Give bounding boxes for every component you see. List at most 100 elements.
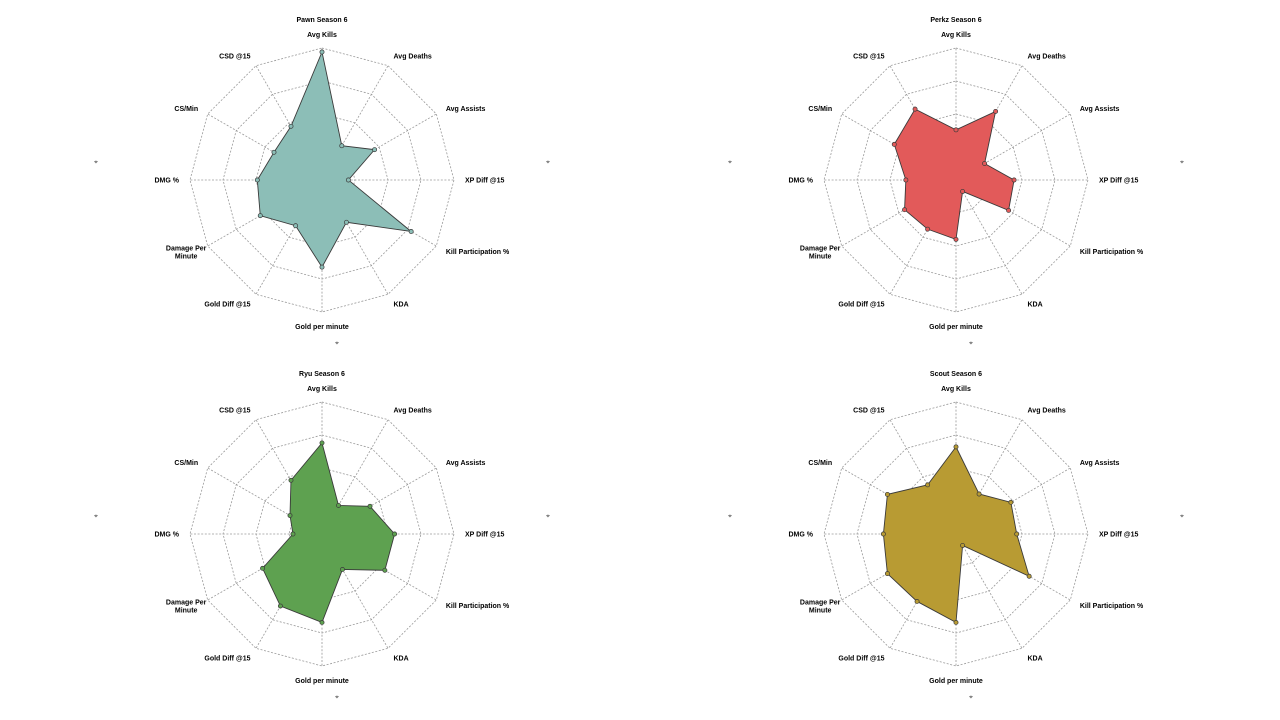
axis-label: XP Diff @15 (465, 532, 504, 539)
data-point (254, 177, 260, 183)
data-point (976, 491, 982, 497)
axis-label: KDA (394, 301, 409, 308)
pin-icon[interactable]: ⌖ (728, 513, 732, 520)
data-point (960, 188, 966, 194)
pin-icon[interactable]: ⌖ (335, 340, 339, 347)
axis-label: Avg Assists (446, 460, 486, 467)
axis-label: Gold Diff @15 (838, 655, 884, 662)
data-point (319, 264, 325, 270)
pin-icon[interactable]: ⌖ (1180, 159, 1184, 166)
data-point (953, 127, 959, 133)
axis-label: CSD @15 (853, 408, 884, 415)
pin-icon[interactable]: ⌖ (335, 694, 339, 701)
radar-chart-0: Avg Kills Avg Deaths Avg Assists XP Diff @1… (94, 17, 550, 347)
axis-label: DMG % (155, 178, 180, 185)
grid-spoke (955, 533, 1023, 649)
axis-label: Kill Participation % (1080, 249, 1144, 256)
pin-icon[interactable]: ⌖ (94, 159, 98, 166)
data-point (293, 223, 299, 229)
data-point (260, 565, 266, 571)
axis-label: Damage Per Minute (800, 246, 841, 261)
axis-label: Damage Per Minute (800, 600, 841, 615)
data-point (902, 207, 908, 213)
data-point (903, 177, 909, 183)
data-point (925, 482, 931, 488)
axis-label: KDA (1028, 301, 1043, 308)
axis-label: CS/Min (808, 460, 832, 467)
axis-label: Avg Kills (307, 32, 337, 39)
pin-icon[interactable]: ⌖ (969, 694, 973, 701)
axis-label: Avg Deaths (1028, 408, 1066, 415)
data-point (382, 567, 388, 573)
data-point (1008, 499, 1014, 505)
chart-title: Ryu Season 6 (299, 371, 345, 378)
data-point (1011, 177, 1017, 183)
data-point (914, 598, 920, 604)
data-point (372, 147, 378, 153)
axis-label: Gold Diff @15 (204, 655, 250, 662)
data-point (345, 177, 351, 183)
data-point (953, 619, 959, 625)
axis-label: Avg Kills (941, 32, 971, 39)
data-point (340, 566, 345, 572)
axis-label: KDA (1028, 655, 1043, 662)
axis-label: Gold Diff @15 (204, 301, 250, 308)
series-area (262, 441, 396, 624)
data-point (993, 108, 999, 114)
chart-title: Pawn Season 6 (297, 17, 348, 24)
axis-label: Avg Deaths (394, 408, 432, 415)
data-point (1026, 573, 1032, 579)
data-point (319, 440, 325, 446)
axis-label: CSD @15 (219, 54, 250, 61)
data-point (884, 491, 890, 497)
axis-label: Avg Deaths (1028, 54, 1066, 61)
chart-title: Scout Season 6 (930, 371, 982, 378)
data-point (336, 502, 341, 508)
axis-label: Avg Kills (307, 386, 337, 393)
axis-label: DMG % (789, 178, 814, 185)
data-point (367, 503, 373, 509)
data-point (277, 603, 283, 609)
data-point (319, 49, 325, 55)
axis-label: CS/Min (174, 460, 198, 467)
radar-chart-3: Avg Kills Avg Deaths Avg Assists XP Diff @1… (728, 371, 1184, 701)
data-point (408, 229, 414, 234)
axis-label: CSD @15 (219, 408, 250, 415)
axis-label: DMG % (789, 532, 814, 539)
pin-icon[interactable]: ⌖ (94, 513, 98, 520)
axis-label: Gold per minute (295, 678, 349, 685)
axis-label: Damage Per Minute (166, 600, 207, 615)
data-point (319, 619, 325, 625)
axis-label: CS/Min (808, 106, 832, 113)
axis-label: Kill Participation % (446, 249, 510, 256)
data-point (891, 141, 897, 147)
data-point (953, 444, 959, 450)
data-point (288, 123, 294, 129)
data-point (953, 236, 959, 242)
axis-label: Avg Assists (1080, 460, 1120, 467)
data-point (912, 106, 918, 112)
axis-label: CSD @15 (853, 54, 884, 61)
axis-label: Gold Diff @15 (838, 301, 884, 308)
pin-icon[interactable]: ⌖ (546, 513, 550, 520)
axis-label: XP Diff @15 (465, 178, 504, 185)
axis-label: Avg Assists (1080, 106, 1120, 113)
axis-label: XP Diff @15 (1099, 178, 1138, 185)
axis-label: Kill Participation % (446, 603, 510, 610)
grid-spoke (955, 179, 1023, 295)
axis-label: Avg Kills (941, 386, 971, 393)
pin-icon[interactable]: ⌖ (969, 340, 973, 347)
data-point (925, 226, 931, 232)
pin-icon[interactable]: ⌖ (1180, 513, 1184, 520)
axis-label: Kill Participation % (1080, 603, 1144, 610)
data-point (960, 542, 966, 548)
pin-icon[interactable]: ⌖ (546, 159, 550, 166)
data-point (392, 531, 398, 537)
axis-label: Avg Assists (446, 106, 486, 113)
axis-label: KDA (394, 655, 409, 662)
data-point (1006, 207, 1012, 213)
data-point (287, 513, 293, 518)
chart-title: Perkz Season 6 (930, 17, 981, 24)
pin-icon[interactable]: ⌖ (728, 159, 732, 166)
